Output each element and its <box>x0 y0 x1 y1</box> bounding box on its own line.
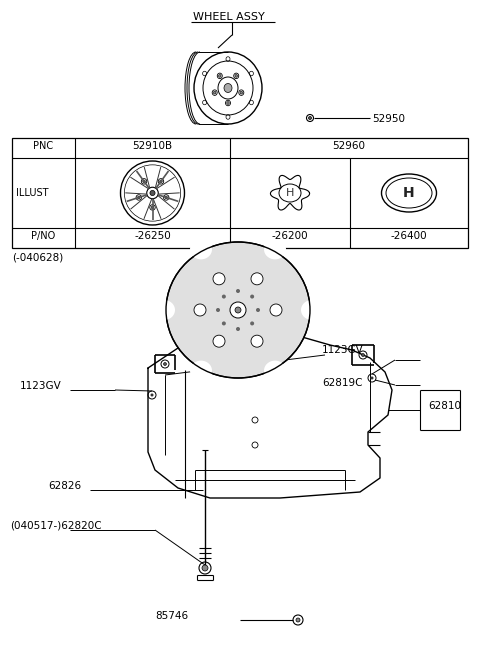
Circle shape <box>216 308 220 312</box>
Text: H: H <box>403 186 415 200</box>
Circle shape <box>165 196 168 198</box>
Ellipse shape <box>251 335 263 347</box>
Text: (040517-)62820C: (040517-)62820C <box>10 521 102 531</box>
Ellipse shape <box>190 361 212 381</box>
Circle shape <box>138 196 140 198</box>
Circle shape <box>222 295 226 299</box>
Ellipse shape <box>218 75 221 77</box>
Circle shape <box>143 180 145 183</box>
Ellipse shape <box>301 300 323 320</box>
Ellipse shape <box>264 239 286 259</box>
Text: 52910B: 52910B <box>132 141 173 151</box>
Bar <box>12 138 468 248</box>
Circle shape <box>256 308 260 312</box>
Text: -26200: -26200 <box>272 231 308 241</box>
Text: 52960: 52960 <box>333 141 365 151</box>
Circle shape <box>296 618 300 622</box>
Ellipse shape <box>213 335 225 347</box>
Ellipse shape <box>224 83 232 92</box>
Circle shape <box>235 307 241 313</box>
Text: 62819C: 62819C <box>322 378 362 388</box>
Ellipse shape <box>270 304 282 316</box>
Text: 62826: 62826 <box>48 481 81 491</box>
Ellipse shape <box>213 273 225 285</box>
Text: ILLUST: ILLUST <box>16 188 48 198</box>
Text: (-040628): (-040628) <box>12 252 63 262</box>
Text: WHEEL ASSY: WHEEL ASSY <box>193 12 265 22</box>
Text: H: H <box>286 188 294 198</box>
Text: P/NO: P/NO <box>31 231 56 241</box>
Ellipse shape <box>194 304 206 316</box>
Circle shape <box>202 565 208 571</box>
Ellipse shape <box>190 239 212 259</box>
Circle shape <box>250 295 254 299</box>
Circle shape <box>250 322 254 326</box>
Ellipse shape <box>235 75 238 77</box>
Text: -26250: -26250 <box>134 231 171 241</box>
Ellipse shape <box>240 91 242 94</box>
Circle shape <box>222 322 226 326</box>
Ellipse shape <box>153 300 175 320</box>
Circle shape <box>150 191 155 196</box>
Ellipse shape <box>227 102 229 104</box>
Ellipse shape <box>251 273 263 285</box>
Circle shape <box>236 327 240 331</box>
Circle shape <box>164 362 167 365</box>
Text: 1123GV: 1123GV <box>322 345 364 355</box>
Circle shape <box>361 354 364 356</box>
Text: PNC: PNC <box>34 141 54 151</box>
Circle shape <box>151 206 154 209</box>
Ellipse shape <box>264 361 286 381</box>
Circle shape <box>371 377 373 379</box>
Text: 85746: 85746 <box>155 611 188 621</box>
Ellipse shape <box>309 117 312 119</box>
Text: 1123GV: 1123GV <box>20 381 62 391</box>
Text: -26400: -26400 <box>391 231 427 241</box>
Ellipse shape <box>166 242 310 378</box>
Circle shape <box>151 394 154 396</box>
Ellipse shape <box>214 91 216 94</box>
Text: 52950: 52950 <box>372 114 405 124</box>
Circle shape <box>236 289 240 293</box>
Ellipse shape <box>230 302 246 318</box>
Circle shape <box>160 180 162 183</box>
Text: 62810: 62810 <box>428 401 461 411</box>
